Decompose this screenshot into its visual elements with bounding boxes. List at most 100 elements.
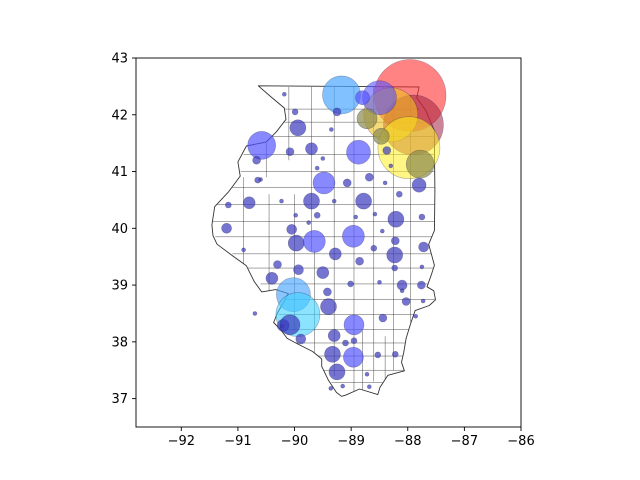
axes: −92 −91 −90 −89 −88 −87 −86 37 38 39 40 41 42 43 <box>111 52 534 450</box>
bubble-point <box>411 177 427 193</box>
bubble-point <box>387 210 405 228</box>
state-outline <box>211 85 436 397</box>
bubble-point <box>340 383 346 389</box>
bubble-point <box>254 176 262 184</box>
bubble-point <box>347 280 354 288</box>
bubble-point <box>372 128 390 145</box>
y-tick-label: 42 <box>111 108 128 123</box>
bubble-point <box>350 337 358 345</box>
bubble-point <box>293 264 304 276</box>
bubble-point <box>386 246 404 264</box>
bubble-point <box>342 178 352 188</box>
bubble-point <box>405 149 435 179</box>
bubble-point <box>391 350 399 358</box>
bubble-point <box>395 190 403 198</box>
bubble-layer <box>221 59 447 391</box>
bubble-point <box>382 180 388 186</box>
bubble-point <box>343 346 364 368</box>
bubble-point <box>314 165 320 171</box>
bubble-point <box>305 142 318 156</box>
bubble-point <box>302 230 326 253</box>
bubble-point <box>252 311 258 316</box>
bubble-point <box>370 244 378 252</box>
bubble-point <box>287 234 305 252</box>
bubble-point <box>285 147 295 156</box>
bubble-point <box>225 201 232 209</box>
x-tick-label: −89 <box>337 434 364 449</box>
bubble-point <box>286 224 298 235</box>
bubble-point <box>241 247 246 253</box>
bubble-point <box>291 108 299 116</box>
bubble-point <box>293 213 299 218</box>
bubble-point <box>332 107 342 117</box>
x-tick-label: −92 <box>168 434 195 449</box>
bubble-point <box>328 363 346 381</box>
bubble-point <box>390 236 400 246</box>
x-tick-label: −91 <box>224 434 251 449</box>
bubble-point <box>279 198 284 204</box>
bubble-point <box>418 213 426 221</box>
bubble-point <box>413 313 419 319</box>
bubble-point <box>420 298 426 304</box>
bubble-point <box>342 339 349 347</box>
bubble-point <box>355 90 370 105</box>
y-tick-label: 37 <box>111 392 128 407</box>
bubble-point <box>322 75 361 115</box>
bubble-point <box>419 264 425 270</box>
bubble-point <box>379 228 385 234</box>
bubble-point <box>364 172 374 182</box>
axes-frame <box>135 57 522 428</box>
bubble-point <box>328 127 334 132</box>
x-tick-label: −86 <box>507 434 534 449</box>
bubble-point <box>323 287 332 297</box>
bubble-point <box>295 333 307 345</box>
bubble-point <box>221 223 232 234</box>
bubble-point <box>252 155 261 165</box>
bubble-point <box>281 92 287 97</box>
bubble-point <box>382 146 392 155</box>
bubble-point <box>399 288 405 294</box>
bubble-point <box>279 314 301 336</box>
bubble-point <box>366 384 372 390</box>
y-tick-label: 39 <box>111 279 128 294</box>
bubble-point <box>273 260 282 269</box>
bubble-point <box>377 279 382 285</box>
bubble-point <box>320 298 337 315</box>
bubble-point <box>353 214 359 220</box>
y-tick-label: 43 <box>111 52 128 67</box>
bubble-point <box>342 225 365 248</box>
bubble-point <box>331 198 337 204</box>
bubble-point <box>265 271 279 285</box>
bubble-point <box>327 329 341 342</box>
bubble-point <box>355 256 364 266</box>
bubble-point <box>328 247 342 261</box>
bubble-point <box>391 264 399 272</box>
bubble-point <box>355 192 372 210</box>
y-tick-label: 41 <box>111 165 128 180</box>
bubble-point <box>306 220 312 225</box>
bubble-point <box>374 351 382 359</box>
bubble-point <box>364 371 370 377</box>
bubble-point <box>418 241 429 253</box>
bubble-point <box>312 171 336 195</box>
bubble-point <box>388 163 394 169</box>
bubble-point <box>313 212 321 219</box>
bubble-point <box>346 139 371 165</box>
bubble-point <box>417 280 426 290</box>
bubble-point <box>303 192 320 210</box>
x-tick-label: −88 <box>394 434 421 449</box>
y-tick-label: 38 <box>111 335 128 350</box>
bubble-point <box>343 314 365 336</box>
bubble-point <box>356 108 378 129</box>
bubble-point <box>247 131 277 160</box>
bubble-point <box>242 196 256 210</box>
bubble-point <box>316 266 330 279</box>
bubble-point <box>328 386 334 391</box>
bubble-point <box>401 297 411 306</box>
x-tick-label: −87 <box>451 434 478 449</box>
bubble-point <box>378 313 388 323</box>
y-tick-label: 40 <box>111 222 128 237</box>
bubble-point <box>372 211 378 217</box>
bubble-point <box>324 345 341 363</box>
